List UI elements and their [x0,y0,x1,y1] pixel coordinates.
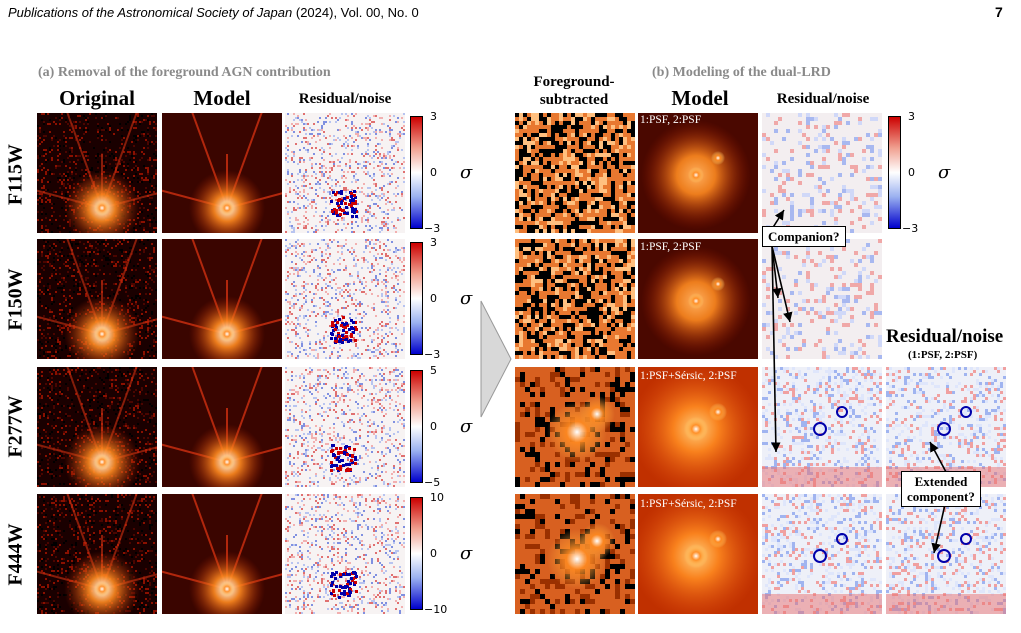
cbar-f277w-bottom: −5 [424,476,441,489]
journal-name: Publications of the Astronomical Society… [8,5,293,20]
model-image-b-f150w [638,239,758,359]
journal-header: Publications of the Astronomical Society… [8,5,419,20]
callout-extended-line2: component? [907,489,975,504]
original-image-f277w [37,367,157,487]
cbar-f150w-bottom: −3 [424,348,441,361]
sigma-label-b: σ [938,162,951,183]
foreground-image-f444w [515,494,635,614]
col-header-foreground-line2: subtracted [539,92,609,108]
arrow-companion-f115w [771,209,785,230]
arrow-extended-f444w [931,499,947,554]
foreground-image-f277w [515,367,635,487]
arrow-right-icon [480,300,512,418]
panel-a-title: (a) Removal of the foreground AGN contri… [38,65,331,80]
callout-companion: Companion? [762,226,846,247]
colorbar-f277w [410,370,423,483]
cbar-f115w-bottom: −3 [424,222,441,235]
cbar-f277w-mid: 0 [430,420,437,433]
sigma-label-f444w: σ [460,543,473,564]
residual-image-a-f277w [285,367,405,487]
col-header-foreground-line1: Foreground- [533,74,615,90]
original-image-f150w [37,239,157,359]
model-tag-f115w: 1:PSF, 2:PSF [640,114,702,126]
model-image-b-f115w [638,113,758,233]
cbar-b-bottom: −3 [902,222,919,235]
residual-image-b-f444w [762,494,882,614]
cbar-f444w-bottom: −10 [424,603,448,616]
residual-image-b-f150w [762,239,882,359]
extra-residual-subtitle: (1:PSF, 2:PSF) [908,349,978,361]
foreground-image-f115w [515,113,635,233]
callout-extended: Extended component? [901,471,981,507]
cbar-f115w-mid: 0 [430,166,437,179]
model-image-a-f277w [162,367,282,487]
original-image-f115w [37,113,157,233]
residual-image-a-f150w [285,239,405,359]
cbar-f115w-top: 3 [430,110,437,123]
col-header-foreground: Foreground- subtracted [512,73,636,109]
residual-image-a-f444w [285,494,405,614]
model-tag-f150w: 1:PSF, 2:PSF [640,241,702,253]
col-header-model-a: Model [193,86,251,110]
model-tag-f444w: 1:PSF+Sérsic, 2:PSF [640,498,737,510]
residual-image-b-f277w [762,367,882,487]
model-image-b-f277w [638,367,758,487]
model-image-a-f444w [162,494,282,614]
extra-residual-image-f444w [886,494,1006,614]
colorbar-b [888,116,901,229]
page-number: 7 [995,4,1003,20]
arrow-extended-f277w [929,441,947,473]
arrow-companion-f277w [771,245,781,453]
model-tag-f277w: 1:PSF+Sérsic, 2:PSF [640,370,737,382]
col-header-original: Original [59,86,135,110]
cbar-f444w-mid: 0 [430,547,437,560]
original-image-f444w [37,494,157,614]
col-header-model-b: Model [671,86,729,110]
foreground-image-f150w [515,239,635,359]
sigma-label-f115w: σ [460,162,473,183]
cbar-f150w-mid: 0 [430,292,437,305]
model-image-a-f150w [162,239,282,359]
arrow-companion-f150w-b [771,245,782,299]
col-header-residual-b: Residual/noise [776,91,870,107]
cbar-b-mid: 0 [908,166,915,179]
journal-details: (2024), Vol. 00, No. 0 [295,5,419,20]
colorbar-f150w [410,242,423,355]
cbar-b-top: 3 [908,110,915,123]
arrow-companion-f150w [771,245,793,323]
cbar-f444w-top: 10 [430,491,444,504]
col-header-residual-a: Residual/noise [298,91,392,107]
cbar-f277w-top: 5 [430,364,437,377]
residual-image-a-f115w [285,113,405,233]
colorbar-f444w [410,497,423,610]
colorbar-f115w [410,116,423,229]
sigma-label-f150w: σ [460,288,473,309]
model-image-a-f115w [162,113,282,233]
cbar-f150w-top: 3 [430,236,437,249]
sigma-label-f277w: σ [460,416,473,437]
model-image-b-f444w [638,494,758,614]
extra-residual-title: Residual/noise [886,326,1004,347]
panel-b-title: (b) Modeling of the dual-LRD [652,65,831,80]
callout-extended-line1: Extended [914,474,968,489]
